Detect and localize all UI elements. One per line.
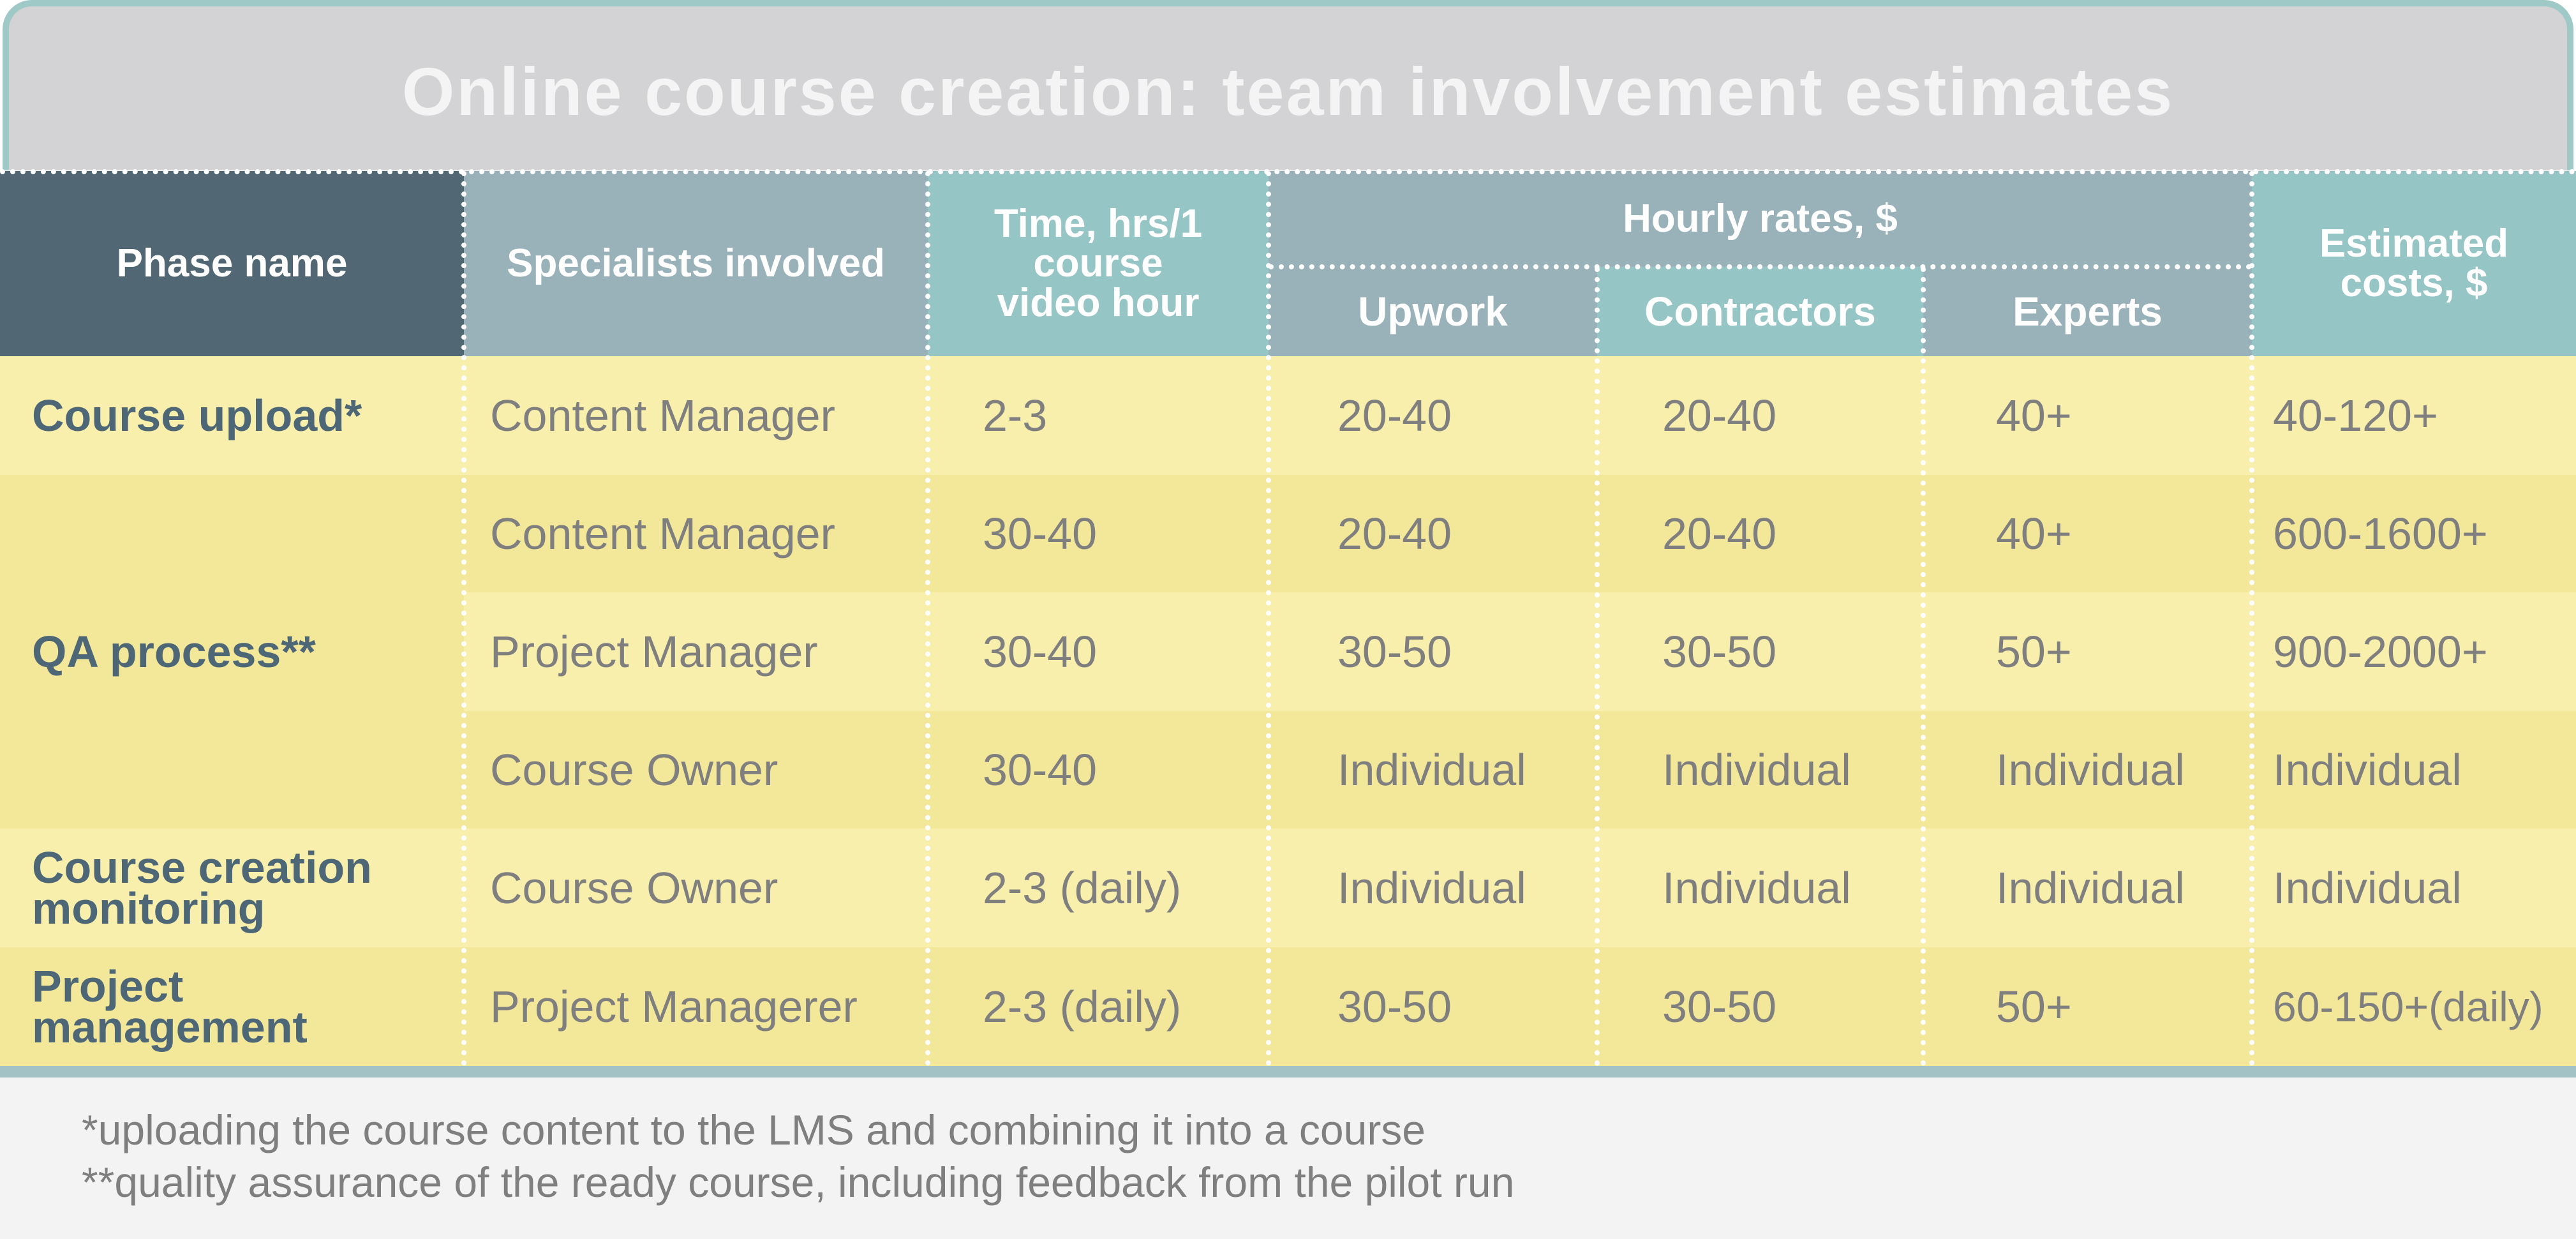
table-cell-contractors: 30-50 bbox=[1662, 982, 1777, 1032]
table-cell-cost: Individual bbox=[2273, 863, 2462, 913]
page-title: Online course creation: team involvement… bbox=[401, 54, 2175, 130]
phase-monitoring-label: Course creation monitoring bbox=[32, 843, 372, 933]
estimates-table: Phase name Specialists involved Time, hr… bbox=[0, 171, 2576, 1066]
column-divider bbox=[925, 171, 930, 1066]
table-cell-time: 2-3 (daily) bbox=[983, 982, 1182, 1032]
table-row-bg-5 bbox=[0, 829, 2576, 947]
header-upwork: Upwork bbox=[1269, 267, 1597, 356]
header-phase-name-label: Phase name bbox=[116, 241, 348, 285]
table-cell-cost: 60-150+(daily) bbox=[2273, 983, 2543, 1030]
header-upwork-label: Upwork bbox=[1358, 289, 1508, 334]
title-bar: Online course creation: team involvement… bbox=[3, 0, 2573, 170]
table-cell-time: 30-40 bbox=[983, 745, 1098, 795]
table-cell-contractors: 20-40 bbox=[1662, 391, 1777, 440]
header-specialists-label: Specialists involved bbox=[507, 241, 885, 285]
table-cell-time: 30-40 bbox=[983, 509, 1098, 559]
table-cell-upwork: Individual bbox=[1337, 745, 1526, 795]
header-time-label: Time, hrs/1 course video hour bbox=[994, 202, 1203, 325]
table-cell-experts: 50+ bbox=[1996, 982, 2072, 1032]
header-estimated-costs: Estimated costs, $ bbox=[2252, 171, 2576, 356]
table-cell-cost: 40-120+ bbox=[2273, 391, 2438, 440]
table-row-bg-1 bbox=[0, 356, 2576, 475]
column-divider bbox=[1266, 171, 1271, 1066]
header-specialists: Specialists involved bbox=[464, 171, 928, 356]
title-divider bbox=[0, 169, 2576, 174]
table-cell-experts: 40+ bbox=[1996, 391, 2072, 440]
table-cell-contractors: 20-40 bbox=[1662, 509, 1777, 559]
table-cell-upwork: 20-40 bbox=[1337, 391, 1452, 440]
table-cell-specialist: Course Owner bbox=[490, 745, 778, 795]
phase-course-upload-label: Course upload* bbox=[32, 391, 362, 440]
table-cell-upwork: Individual bbox=[1337, 863, 1526, 913]
column-divider bbox=[1921, 267, 1926, 1066]
table-cell-time: 2-3 (daily) bbox=[983, 863, 1182, 913]
table-cell-experts: 50+ bbox=[1996, 627, 2072, 677]
phase-course-upload: Course upload* bbox=[0, 356, 464, 475]
header-phase-name: Phase name bbox=[0, 171, 464, 356]
column-divider bbox=[2249, 171, 2254, 1066]
footnotes-area: *uploading the course content to the LMS… bbox=[0, 1078, 2576, 1239]
pm-phase-cell-bg bbox=[0, 947, 464, 1066]
footer-divider bbox=[0, 1066, 2576, 1078]
table-cell-cost: 900-2000+ bbox=[2273, 627, 2488, 677]
phase-monitoring: Course creation monitoring bbox=[0, 829, 464, 947]
footnote-2: **quality assurance of the ready course,… bbox=[82, 1159, 1515, 1206]
table-cell-experts: Individual bbox=[1996, 745, 2185, 795]
header-hourly-rates: Hourly rates, $ bbox=[1269, 171, 2252, 267]
table-cell-contractors: 30-50 bbox=[1662, 627, 1777, 677]
phase-qa-process: QA process** bbox=[0, 475, 464, 829]
table-cell-contractors: Individual bbox=[1662, 745, 1851, 795]
header-experts-label: Experts bbox=[2013, 289, 2163, 334]
header-experts: Experts bbox=[1923, 267, 2252, 356]
table-cell-specialist: Content Manager bbox=[490, 509, 835, 559]
header-contractors-label: Contractors bbox=[1644, 289, 1876, 334]
phase-project-management: Project management bbox=[0, 947, 464, 1066]
table-cell-upwork: 30-50 bbox=[1337, 627, 1452, 677]
table-cell-upwork: 20-40 bbox=[1337, 509, 1452, 559]
column-divider bbox=[1595, 267, 1600, 1066]
footnote-1: *uploading the course content to the LMS… bbox=[82, 1106, 1426, 1153]
header-contractors: Contractors bbox=[1597, 267, 1923, 356]
table-cell-time: 30-40 bbox=[983, 627, 1098, 677]
table-cell-cost: Individual bbox=[2273, 745, 2462, 795]
table-cell-experts: Individual bbox=[1996, 863, 2185, 913]
table-cell-specialist: Course Owner bbox=[490, 863, 778, 913]
header-estimated-costs-label: Estimated costs, $ bbox=[2319, 222, 2509, 305]
table-cell-experts: 40+ bbox=[1996, 509, 2072, 559]
table-cell-specialist: Project Managerer bbox=[490, 982, 858, 1032]
table-cell-specialist: Project Manager bbox=[490, 627, 818, 677]
table-cell-specialist: Content Manager bbox=[490, 391, 835, 440]
phase-qa-process-label: QA process** bbox=[32, 627, 316, 677]
table-cell-contractors: Individual bbox=[1662, 863, 1851, 913]
phase-project-management-label: Project management bbox=[32, 961, 308, 1052]
header-rates-divider bbox=[1269, 264, 2252, 269]
table-cell-cost: 600-1600+ bbox=[2273, 509, 2488, 559]
header-time: Time, hrs/1 course video hour bbox=[928, 171, 1269, 356]
table-cell-upwork: 30-50 bbox=[1337, 982, 1452, 1032]
column-divider bbox=[461, 171, 466, 1066]
table-cell-time: 2-3 bbox=[983, 391, 1048, 440]
qa-phase-cell-bg bbox=[0, 475, 464, 829]
header-hourly-rates-label: Hourly rates, $ bbox=[1623, 197, 1898, 241]
